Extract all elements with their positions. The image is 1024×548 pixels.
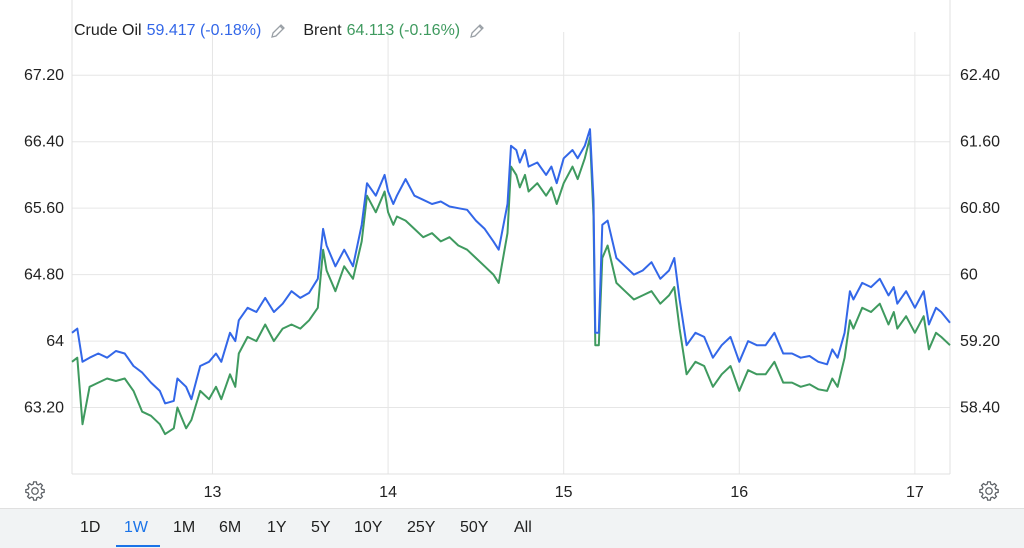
left-tick-label: 64	[46, 333, 64, 350]
active-range-underline	[116, 545, 160, 547]
left-tick-label: 66.40	[24, 134, 64, 151]
series-line-brent[interactable]	[71, 136, 951, 436]
left-tick-label: 65.60	[24, 200, 64, 217]
range-button-10y[interactable]: 10Y	[354, 519, 383, 536]
x-tick-label: 13	[204, 484, 222, 501]
left-tick-label: 63.20	[24, 400, 64, 417]
range-button-25y[interactable]: 25Y	[407, 519, 436, 536]
series-line-crude-oil[interactable]	[71, 128, 951, 405]
chart-legend: Crude Oil 59.417 (-0.18%) Brent 64.113 (…	[74, 22, 486, 40]
range-button-6m[interactable]: 6M	[219, 519, 242, 536]
range-button-1w[interactable]: 1W	[124, 519, 148, 536]
series-lines[interactable]	[71, 128, 951, 436]
left-tick-label: 67.20	[24, 67, 64, 84]
right-tick-label: 59.20	[960, 333, 1000, 350]
pencil-icon[interactable]	[269, 22, 287, 40]
left-tick-label: 64.80	[24, 267, 64, 284]
range-button-5y[interactable]: 5Y	[311, 519, 331, 536]
chart: 63.20 64 64.80 65.60 66.40 67.20 58.40 59.20 60 6…	[24, 0, 1000, 501]
range-button-1m[interactable]: 1M	[173, 519, 196, 536]
right-tick-label: 58.40	[960, 400, 1000, 417]
right-tick-label: 62.40	[960, 67, 1000, 84]
x-tick-label: 15	[555, 484, 573, 501]
gridlines	[71, 0, 951, 475]
pencil-icon[interactable]	[468, 22, 486, 40]
x-tick-label: 14	[379, 484, 397, 501]
right-tick-label: 60.80	[960, 200, 1000, 217]
range-button-50y[interactable]: 50Y	[460, 519, 489, 536]
range-selector: 1D 1W 1M 6M 1Y 5Y 10Y 25Y 50Y All	[0, 508, 1024, 548]
range-button-all[interactable]: All	[514, 519, 532, 536]
x-tick-label: 17	[906, 484, 924, 501]
gear-icon[interactable]	[978, 480, 1000, 502]
x-tick-label: 16	[730, 484, 748, 501]
range-button-1y[interactable]: 1Y	[267, 519, 287, 536]
legend-crude-value: 59.417 (-0.18%)	[146, 22, 262, 39]
legend-crude-name: Crude Oil	[74, 22, 142, 39]
right-tick-label: 61.60	[960, 134, 1000, 151]
legend-brent-value: 64.113 (-0.16%)	[346, 22, 461, 39]
right-tick-label: 60	[960, 267, 978, 284]
legend-brent-name: Brent	[303, 22, 342, 39]
range-button-1d[interactable]: 1D	[80, 519, 101, 536]
gear-icon[interactable]	[24, 480, 46, 502]
axes: 63.20 64 64.80 65.60 66.40 67.20 58.40 59.20 60 6…	[24, 67, 1000, 501]
